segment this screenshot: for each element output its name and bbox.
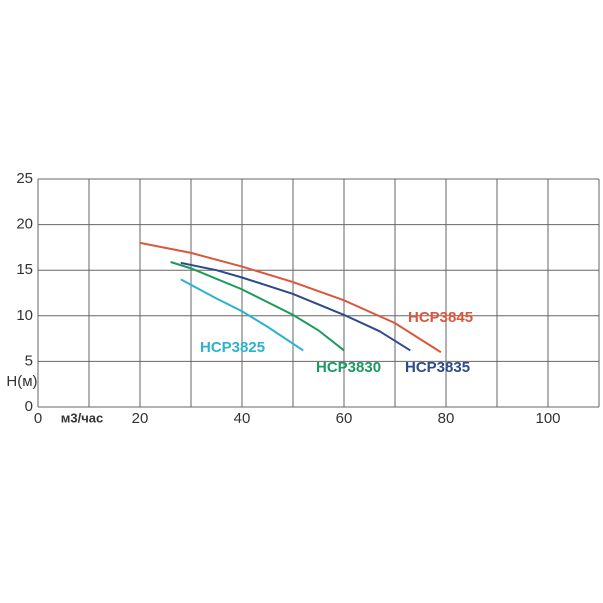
x-axis-label: м3/час <box>61 410 103 425</box>
y-tick-label: 10 <box>16 307 33 324</box>
x-tick-label: 20 <box>132 410 149 427</box>
y-tick-label: 15 <box>16 261 33 278</box>
series-label: HCP3830 <box>316 359 381 376</box>
y-tick-label: 20 <box>16 216 33 233</box>
y-tick-label: 0 <box>25 398 33 415</box>
curve <box>170 261 345 352</box>
y-tick-label: 25 <box>16 170 33 187</box>
curve <box>139 241 442 354</box>
x-tick-label: 100 <box>535 410 560 427</box>
series-label: HCP3835 <box>405 359 470 376</box>
series-label: HCP3825 <box>200 339 265 356</box>
x-tick-label: 40 <box>234 410 251 427</box>
y-axis-label: H(м) <box>6 373 37 390</box>
series-label: HCP3845 <box>408 309 473 326</box>
x-tick-label: 80 <box>438 410 455 427</box>
curve <box>180 278 304 352</box>
x-tick-label: 60 <box>336 410 353 427</box>
curve <box>180 261 411 352</box>
y-tick-label: 5 <box>25 352 33 369</box>
x-tick-label: 0 <box>34 410 42 427</box>
